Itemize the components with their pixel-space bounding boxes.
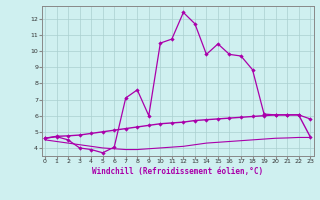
- X-axis label: Windchill (Refroidissement éolien,°C): Windchill (Refroidissement éolien,°C): [92, 167, 263, 176]
